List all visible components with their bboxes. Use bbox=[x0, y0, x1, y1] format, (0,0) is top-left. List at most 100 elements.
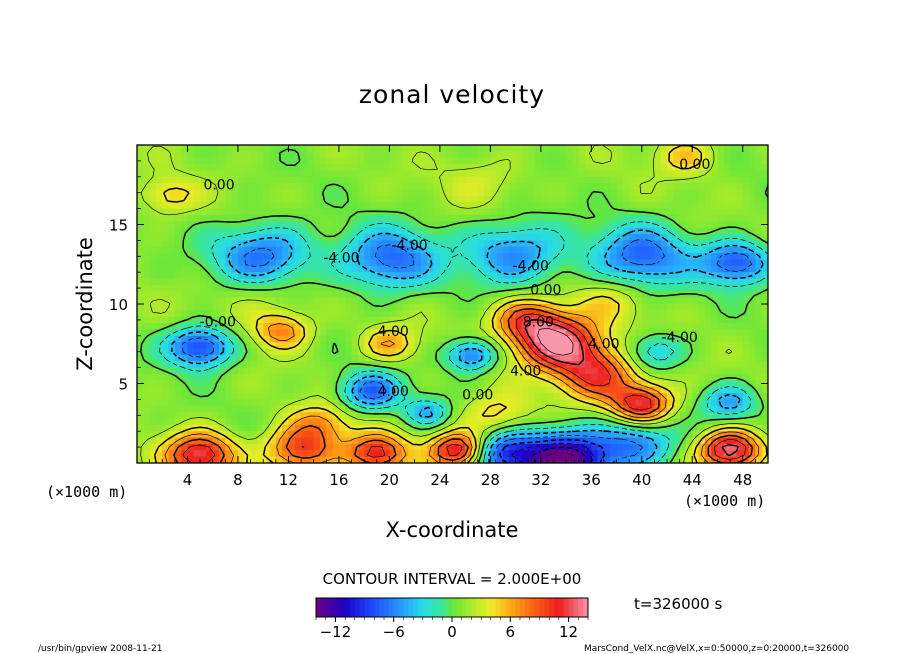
field-cell bbox=[395, 195, 403, 203]
field-cell bbox=[465, 170, 473, 178]
field-cell bbox=[667, 418, 674, 426]
field-cell bbox=[572, 183, 580, 191]
field-cell bbox=[149, 450, 157, 458]
field-cell bbox=[433, 265, 441, 273]
field-cell bbox=[427, 405, 435, 413]
field-cell bbox=[685, 405, 693, 413]
field-cell bbox=[534, 335, 542, 343]
field-cell bbox=[206, 373, 214, 381]
field-cell bbox=[149, 278, 157, 286]
field-cell bbox=[256, 424, 264, 432]
field-cell bbox=[559, 431, 567, 439]
field-cell bbox=[351, 246, 359, 254]
field-cell bbox=[275, 304, 283, 311]
field-cell bbox=[610, 151, 618, 159]
field-cell bbox=[402, 189, 409, 197]
field-cell bbox=[364, 265, 372, 273]
field-cell bbox=[761, 348, 768, 356]
field-cell bbox=[742, 361, 750, 369]
field-cell bbox=[338, 361, 346, 369]
field-cell bbox=[326, 431, 334, 439]
field-cell bbox=[502, 361, 510, 369]
field-cell bbox=[534, 304, 542, 311]
field-cell bbox=[471, 253, 479, 261]
field-cell bbox=[635, 342, 643, 350]
field-cell bbox=[427, 278, 435, 286]
field-cell bbox=[742, 176, 750, 184]
field-cell bbox=[433, 367, 441, 375]
field-cell bbox=[338, 278, 346, 286]
field-cell bbox=[736, 354, 744, 362]
field-cell bbox=[168, 284, 176, 292]
field-cell bbox=[477, 380, 485, 388]
field-cell bbox=[610, 329, 618, 337]
field-cell bbox=[319, 278, 327, 286]
field-cell bbox=[174, 418, 182, 426]
field-cell bbox=[559, 183, 567, 191]
field-cell bbox=[389, 405, 397, 413]
field-cell bbox=[187, 310, 195, 318]
field-cell bbox=[149, 361, 157, 369]
field-cell bbox=[345, 151, 353, 159]
field-cell bbox=[357, 443, 365, 451]
field-cell bbox=[723, 316, 731, 324]
field-cell bbox=[490, 431, 498, 439]
field-cell bbox=[137, 183, 144, 191]
field-cell bbox=[250, 342, 258, 350]
field-cell bbox=[244, 399, 252, 407]
field-cell bbox=[364, 221, 372, 229]
field-cell bbox=[231, 272, 239, 280]
field-cell bbox=[351, 151, 359, 159]
field-cell bbox=[660, 386, 668, 394]
field-cell bbox=[301, 221, 308, 229]
field-cell bbox=[685, 189, 693, 197]
field-cell bbox=[269, 284, 277, 292]
field-cell bbox=[263, 183, 271, 191]
field-cell bbox=[502, 291, 510, 299]
field-cell bbox=[736, 386, 744, 394]
field-cell bbox=[137, 373, 144, 381]
field-cell bbox=[692, 221, 700, 229]
field-cell bbox=[313, 354, 321, 362]
field-cell bbox=[181, 253, 189, 261]
field-cell bbox=[231, 253, 239, 261]
field-cell bbox=[660, 456, 668, 463]
field-cell bbox=[395, 164, 403, 172]
field-cell bbox=[408, 272, 416, 280]
field-cell bbox=[439, 183, 447, 191]
field-cell bbox=[420, 183, 428, 191]
field-cell bbox=[187, 157, 195, 165]
field-cell bbox=[181, 164, 189, 172]
field-cell bbox=[685, 418, 693, 426]
field-cell bbox=[749, 348, 756, 356]
field-cell bbox=[692, 297, 700, 305]
field-cell bbox=[742, 157, 750, 165]
field-cell bbox=[540, 456, 548, 463]
field-cell bbox=[597, 373, 605, 381]
field-cell bbox=[515, 214, 523, 222]
field-cell bbox=[420, 202, 428, 210]
field-cell bbox=[629, 354, 637, 362]
field-cell bbox=[225, 227, 233, 235]
field-cell bbox=[433, 221, 441, 229]
field-cell bbox=[711, 145, 719, 152]
field-cell bbox=[244, 304, 252, 311]
field-cell bbox=[622, 342, 630, 350]
field-cell bbox=[282, 310, 290, 318]
field-cell bbox=[370, 405, 378, 413]
field-cell bbox=[402, 234, 409, 241]
field-cell bbox=[395, 431, 403, 439]
field-cell bbox=[667, 253, 674, 261]
field-cell bbox=[685, 240, 693, 248]
field-cell bbox=[629, 424, 637, 432]
field-cell bbox=[477, 412, 485, 420]
field-cell bbox=[269, 393, 277, 400]
field-cell bbox=[301, 335, 308, 343]
field-cell bbox=[496, 399, 504, 407]
field-cell bbox=[641, 456, 649, 463]
field-cell bbox=[635, 316, 643, 324]
field-cell bbox=[137, 214, 144, 222]
field-cell bbox=[237, 443, 245, 451]
field-cell bbox=[654, 373, 662, 381]
field-cell bbox=[219, 227, 226, 235]
